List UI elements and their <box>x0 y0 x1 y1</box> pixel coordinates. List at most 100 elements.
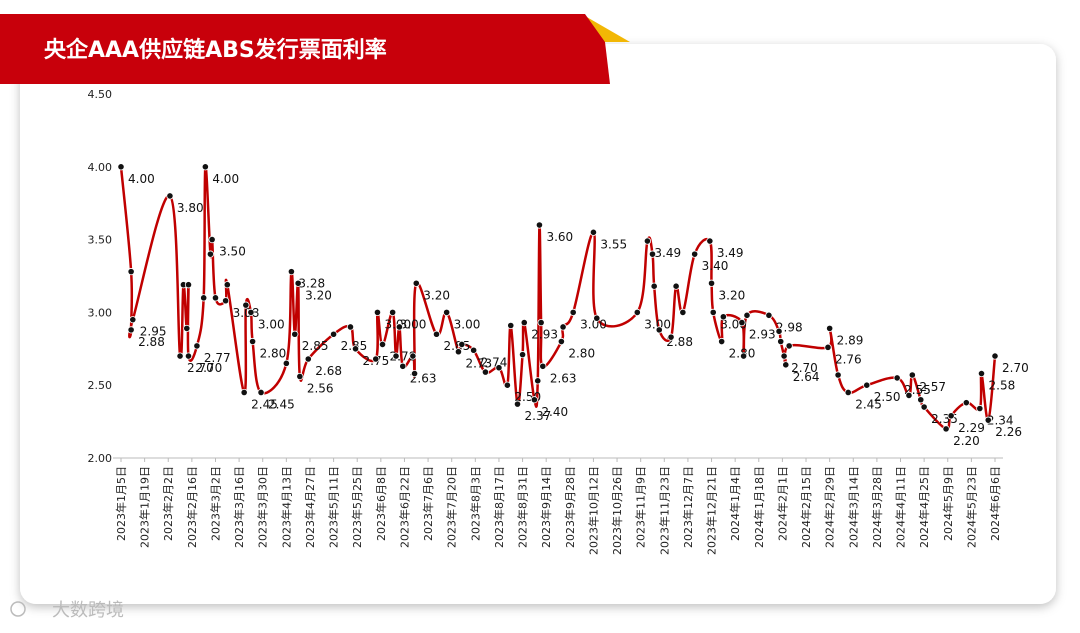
x-tick-label: 2024年4月25日 <box>917 466 931 548</box>
data-label: 2.76 <box>835 352 862 366</box>
data-label: 2.89 <box>837 333 864 347</box>
data-label: 2.70 <box>187 361 214 375</box>
point <box>947 412 955 420</box>
data-label: 3.00 <box>644 317 671 331</box>
data-label: 2.64 <box>793 370 820 384</box>
point <box>206 250 215 258</box>
y-tick-label: 2.50 <box>88 379 113 392</box>
point <box>908 371 916 379</box>
data-label: 2.37 <box>525 409 552 423</box>
data-label: 3.55 <box>600 237 627 251</box>
x-tick-label: 2024年3月28日 <box>870 466 884 548</box>
x-tick-label: 2023年5月25日 <box>350 466 364 548</box>
point <box>389 308 397 316</box>
point <box>291 330 299 338</box>
x-tick-label: 2023年7月6日 <box>421 466 435 541</box>
point <box>648 250 657 258</box>
x-tick-label: 2023年1月5日 <box>114 466 128 541</box>
data-label: 2.70 <box>1002 361 1029 375</box>
x-tick-label: 2023年3月16日 <box>232 466 246 548</box>
point <box>718 337 726 346</box>
y-tick-label: 2.00 <box>88 452 113 465</box>
point <box>495 364 503 372</box>
point <box>942 425 950 433</box>
point <box>223 281 231 289</box>
point <box>222 297 230 305</box>
point <box>593 314 601 322</box>
x-tick-label: 2023年10月26日 <box>610 466 624 555</box>
data-label: 3.60 <box>546 230 573 244</box>
point <box>863 381 871 389</box>
point <box>844 388 852 397</box>
data-label: 2.29 <box>958 421 985 435</box>
data-label: 4.00 <box>212 172 239 186</box>
title-banner <box>0 14 610 84</box>
data-label: 2.70 <box>195 361 222 375</box>
point <box>691 250 699 258</box>
point <box>329 330 338 338</box>
y-tick-label: 3.00 <box>88 306 113 319</box>
point <box>569 308 577 316</box>
data-label: 2.56 <box>307 381 334 395</box>
point <box>650 282 658 290</box>
point <box>507 321 515 330</box>
data-label: 2.93 <box>531 328 558 342</box>
point <box>893 374 901 382</box>
point <box>166 192 174 200</box>
x-tick-label: 2024年2月1日 <box>775 466 789 541</box>
point <box>530 396 538 404</box>
point <box>738 318 746 327</box>
point <box>707 279 716 287</box>
chart-title: 央企AAA供应链ABS发行票面利率 <box>44 37 387 63</box>
y-tick-label: 4.50 <box>88 88 113 101</box>
data-label: 2.80 <box>568 347 595 361</box>
data-label: 2.80 <box>260 347 287 361</box>
point <box>976 404 984 413</box>
point <box>513 400 522 408</box>
point <box>351 345 360 353</box>
data-label: 2.40 <box>541 405 568 419</box>
data-label: 2.45 <box>855 397 882 411</box>
y-tick-label: 3.50 <box>88 234 113 247</box>
point <box>984 416 992 424</box>
x-tick-label: 2024年3月14日 <box>846 466 860 548</box>
point <box>454 348 463 356</box>
x-tick-label: 2023年4月13日 <box>279 466 293 548</box>
data-label: 2.68 <box>315 364 342 378</box>
x-tick-label: 2023年2月2日 <box>161 466 175 541</box>
point <box>208 236 216 244</box>
data-label: 3.20 <box>719 288 746 302</box>
point <box>378 340 387 349</box>
data-label: 3.80 <box>177 201 204 215</box>
point <box>765 311 773 319</box>
point <box>920 403 928 411</box>
data-label: 2.34 <box>987 413 1014 427</box>
x-tick-label: 2023年1月19日 <box>138 466 152 548</box>
point <box>200 294 208 302</box>
point <box>129 316 137 324</box>
data-label: 3.49 <box>717 246 744 260</box>
y-tick-label: 4.00 <box>88 161 113 174</box>
point <box>503 381 511 389</box>
point <box>655 326 663 334</box>
point <box>372 355 380 363</box>
x-tick-label: 2023年7月20日 <box>445 466 459 548</box>
point <box>589 228 598 236</box>
x-tick-label: 2024年2月29日 <box>823 466 837 548</box>
point <box>633 308 641 316</box>
point <box>201 163 209 171</box>
point <box>777 337 785 346</box>
data-label: 2.73 <box>465 357 492 371</box>
point <box>672 282 680 290</box>
x-tick-label: 2023年11月9日 <box>634 466 648 548</box>
point <box>409 352 417 360</box>
point <box>535 221 544 229</box>
x-tick-label: 2023年8月3日 <box>468 466 482 541</box>
point <box>193 342 201 350</box>
data-label: 2.20 <box>953 434 980 448</box>
x-tick-label: 2023年3月2日 <box>208 466 222 541</box>
point <box>775 327 783 335</box>
data-label: 3.20 <box>305 288 332 302</box>
x-tick-label: 2024年1月18日 <box>752 466 766 548</box>
point <box>247 308 255 316</box>
